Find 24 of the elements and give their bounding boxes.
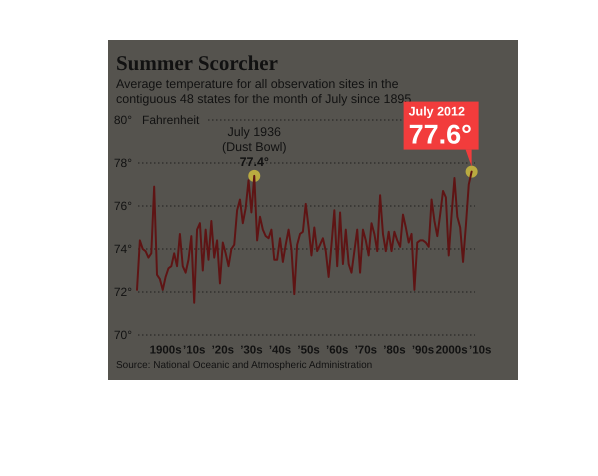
x-tick-label: ’40s: [268, 344, 292, 356]
y-tick-label: 78°: [114, 156, 132, 170]
x-tick-label: ’20s: [212, 344, 234, 356]
x-tick-label: 1900s: [150, 344, 182, 356]
x-tick-label: ’30s: [240, 344, 263, 356]
y-tick-label: 80°: [114, 112, 132, 127]
x-tick-label: ’90s: [412, 344, 434, 356]
y-tick-label: 76°: [114, 198, 132, 213]
x-tick-label: ’10s: [469, 344, 492, 356]
x-tick-label: ’60s: [326, 344, 348, 356]
x-tick-label: ’70s: [354, 344, 377, 356]
annotation: July 1936 (Dust Bowl) 77.4°: [222, 124, 287, 169]
y-axis-title: Fahrenheit: [142, 112, 200, 127]
source-note: Source: National Oceanic and Atmospheric Administration: [116, 360, 372, 371]
y-tick-label: 72°: [114, 284, 132, 299]
annotation: July 2012 77.6°: [408, 104, 472, 150]
x-tick-label: 2000s: [436, 344, 468, 356]
y-tick-label: 74°: [114, 242, 132, 256]
chart-subtitle: Average temperature for all observation sites in the contiguous 48 states for the month of July since 1895: [116, 77, 412, 106]
x-tick-label: ’10s: [183, 344, 206, 356]
y-tick-label: 70°: [114, 328, 132, 342]
x-tick-label: ’50s: [297, 344, 320, 356]
chart-title: Summer Scorcher: [116, 51, 278, 75]
x-tick-label: ’80s: [383, 344, 406, 356]
